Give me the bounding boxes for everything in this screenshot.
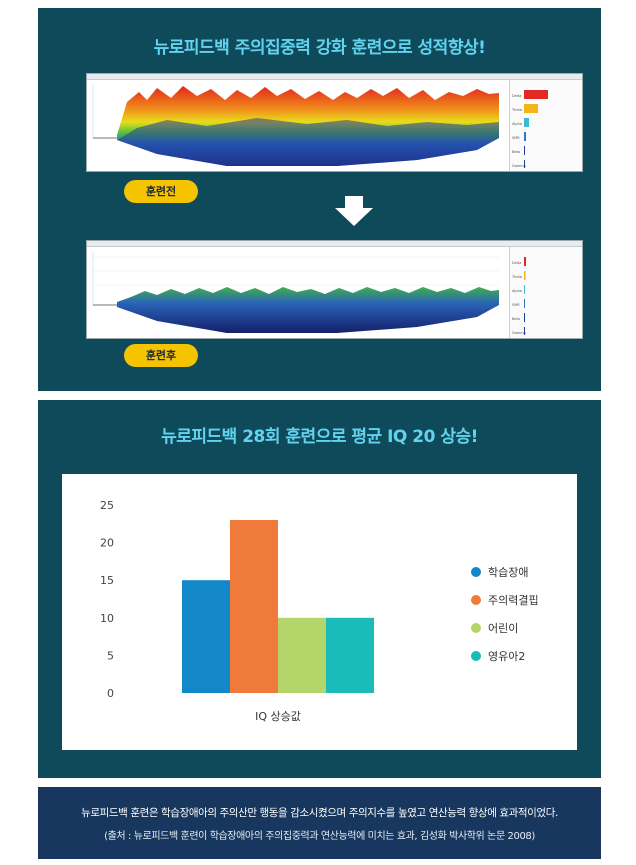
legend-marker xyxy=(471,567,481,577)
band-label: Beta xyxy=(512,317,520,321)
footer-summary: 뉴로피드백 훈련은 학습장애아의 주의산만 행동을 감소시켰으며 주의지수를 높… xyxy=(81,807,558,819)
legend-label: 어린이 xyxy=(488,622,518,635)
band-label: Gamma xyxy=(512,164,526,168)
legend-label: 학습장애 xyxy=(488,566,528,579)
y-tick-label: 5 xyxy=(107,649,114,662)
training-comparison-panel: 뉴로피드백 주의집중력 강화 훈련으로 성적향상! xyxy=(38,8,601,391)
band-label: Delta xyxy=(512,261,521,265)
band-label: SMR xyxy=(512,136,520,140)
footer-citation: (출처 : 뉴로피드백 훈련이 학습장애아의 주의집중력과 연산능력에 미치는 … xyxy=(104,831,535,842)
y-tick-label: 15 xyxy=(100,574,114,587)
eeg-before-3d-plot xyxy=(92,84,499,167)
x-axis-label: IQ 상승값 xyxy=(255,710,301,723)
bar-1 xyxy=(182,580,230,693)
legend-label: 영유아2 xyxy=(488,650,525,663)
band-power-bars: Gamma Beta SMR Alpha Theta Delta xyxy=(511,257,526,335)
before-label-pill: 훈련전 xyxy=(124,180,198,203)
panel-title: 뉴로피드백 주의집중력 강화 훈련으로 성적향상! xyxy=(153,38,486,58)
panel-title: 뉴로피드백 28회 훈련으로 평균 IQ 20 상승! xyxy=(161,427,478,447)
legend-label: 주의력결핍 xyxy=(488,594,539,607)
band-power-bars: Gamma Beta SMR Alpha Theta Delta xyxy=(511,90,548,168)
band-label: Theta xyxy=(511,275,522,279)
arrow-down-icon xyxy=(335,196,373,226)
band-label: Delta xyxy=(512,94,521,98)
y-tick-label: 0 xyxy=(107,687,114,700)
band-power-sidebar: Gamma Beta SMR Alpha Theta Delta xyxy=(509,247,582,338)
y-tick-label: 20 xyxy=(100,537,114,550)
eeg-before-screenshot: Gamma Beta SMR Alpha Theta Delta xyxy=(86,73,583,172)
y-tick-label: 10 xyxy=(100,612,114,625)
band-label: Beta xyxy=(512,150,520,154)
band-label: SMR xyxy=(512,303,520,307)
window-titlebar xyxy=(87,74,582,80)
eeg-after-screenshot: Gamma Beta SMR Alpha Theta Delta xyxy=(86,240,583,339)
band-label: Alpha xyxy=(512,122,522,126)
bar-4 xyxy=(326,617,374,693)
source-footer: 뉴로피드백 훈련은 학습장애아의 주의산만 행동을 감소시켰으며 주의지수를 높… xyxy=(38,787,601,859)
bar-3 xyxy=(278,617,326,693)
band-label: Theta xyxy=(511,108,522,112)
legend-marker xyxy=(471,623,481,633)
eeg-after-3d-plot xyxy=(92,251,499,334)
band-label: Alpha xyxy=(512,289,522,293)
after-label-pill: 훈련후 xyxy=(124,344,198,367)
window-titlebar xyxy=(87,241,582,247)
band-power-sidebar: Gamma Beta SMR Alpha Theta Delta xyxy=(509,80,582,171)
y-tick-label: 25 xyxy=(100,499,114,512)
band-label: Gamma xyxy=(512,331,526,335)
legend-marker xyxy=(471,595,481,605)
bar-2 xyxy=(230,520,278,693)
legend-marker xyxy=(471,651,481,661)
